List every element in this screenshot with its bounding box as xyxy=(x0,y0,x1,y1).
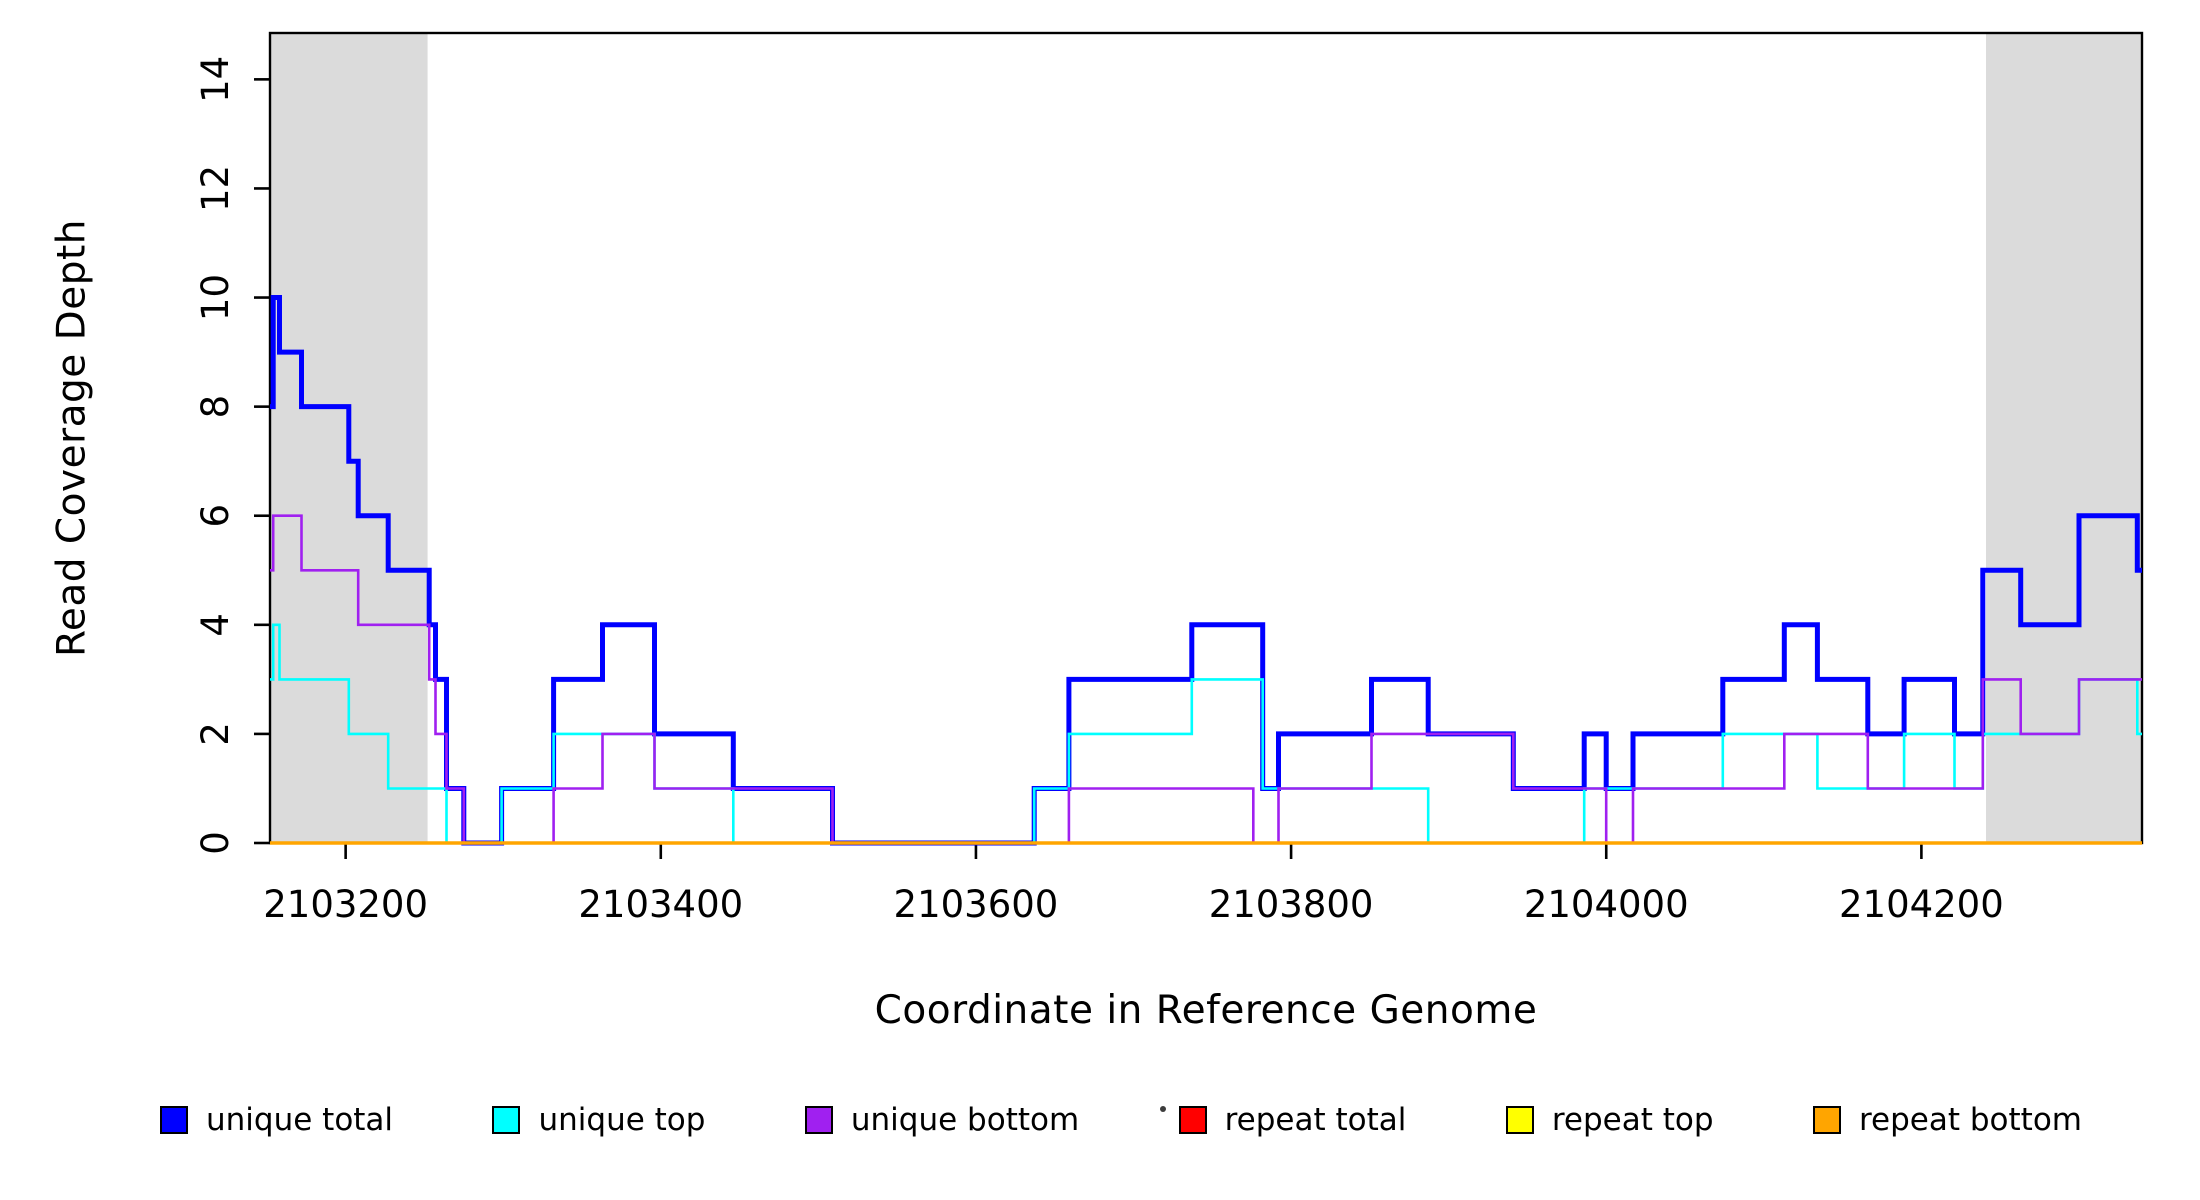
x-axis-tick-label: 2103200 xyxy=(263,883,428,926)
legend-item-repeat-total: repeat total xyxy=(1178,1102,1407,1138)
y-axis-tick-label: 2 xyxy=(194,722,237,746)
legend-swatch-icon xyxy=(1505,1106,1534,1134)
x-axis-tick-label: 2104200 xyxy=(1839,883,2004,926)
legend-swatch-icon xyxy=(160,1106,188,1134)
legend-label: unique bottom xyxy=(850,1102,1080,1138)
legend-swatch-icon xyxy=(1178,1106,1207,1134)
shaded-region xyxy=(1986,33,2142,843)
legend-label: unique total xyxy=(206,1102,394,1138)
y-axis-tick-label: 0 xyxy=(194,831,237,855)
x-axis-tick-label: 2103600 xyxy=(894,883,1059,926)
legend-swatch-icon xyxy=(804,1106,833,1134)
x-axis-tick-label: 2103400 xyxy=(578,883,743,926)
y-axis-tick-label: 4 xyxy=(194,613,237,637)
x-axis-tick-label: 2103800 xyxy=(1209,883,1374,926)
legend-label: repeat bottom xyxy=(1858,1102,2082,1138)
chart-legend: unique total unique top unique bottom repea… xyxy=(160,1102,2082,1138)
y-axis-tick-label: 14 xyxy=(194,56,237,103)
legend-label: repeat top xyxy=(1551,1102,1714,1138)
x-axis-tick-label: 2104000 xyxy=(1524,883,1689,926)
legend-label: repeat total xyxy=(1224,1102,1407,1138)
legend-item-repeat-bottom: repeat bottom xyxy=(1812,1102,2082,1138)
legend-item-unique-total: unique total xyxy=(160,1102,393,1138)
x-axis-title: Coordinate in Reference Genome xyxy=(874,988,1538,1033)
y-axis-tick-label: 8 xyxy=(194,395,237,419)
legend-swatch-icon xyxy=(492,1106,521,1134)
plot-border xyxy=(268,31,2144,845)
legend-item-unique-top: unique top xyxy=(492,1102,705,1138)
legend-swatch-icon xyxy=(1812,1106,1841,1134)
y-axis-title: Read Coverage Depth xyxy=(49,219,95,657)
series-unique-bottom xyxy=(270,514,2142,845)
y-axis-tick-label: 12 xyxy=(194,165,237,212)
y-axis-tick-label: 6 xyxy=(194,504,237,528)
legend-item-unique-bottom: unique bottom xyxy=(804,1102,1080,1138)
y-axis-tick-label: 10 xyxy=(194,274,237,321)
series-unique-total xyxy=(270,295,2142,846)
legend-label: unique top xyxy=(538,1102,706,1138)
legend-item-repeat-top: repeat top xyxy=(1505,1102,1714,1138)
stray-mark xyxy=(1160,1106,1166,1112)
series-unique-top xyxy=(270,623,2142,845)
